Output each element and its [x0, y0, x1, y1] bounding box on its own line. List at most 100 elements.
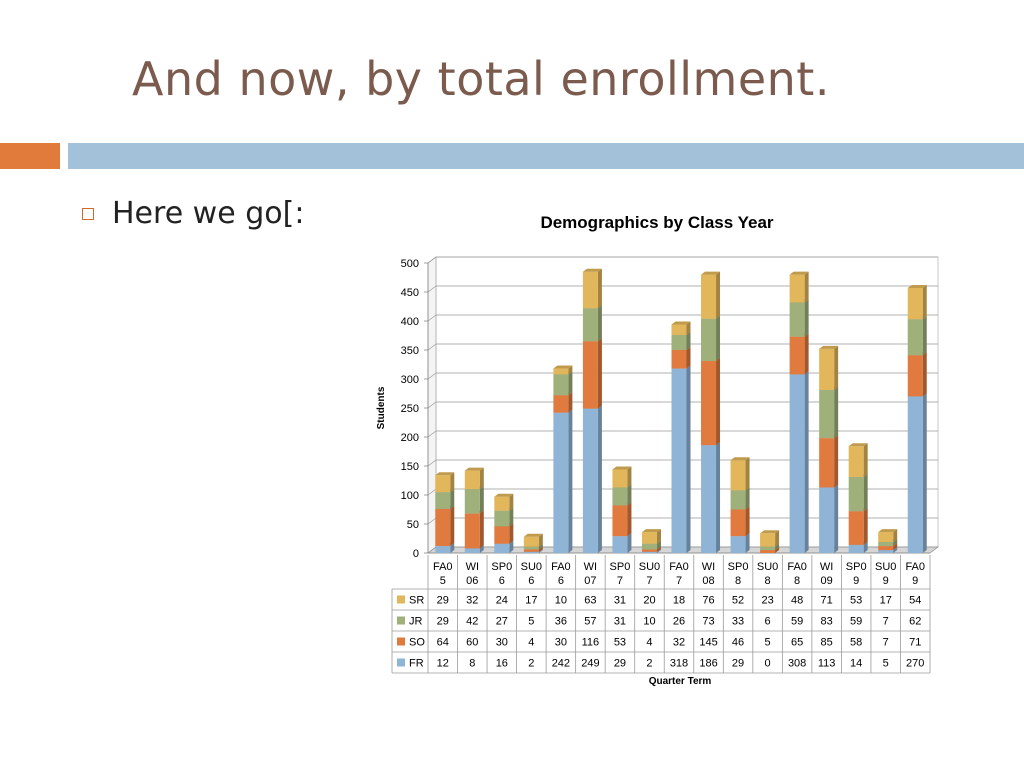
bar-segment-so	[494, 523, 514, 544]
bar-top	[701, 271, 721, 275]
bar-segment-sr	[819, 345, 839, 391]
data-label: 85	[821, 637, 833, 649]
bar-side	[745, 457, 750, 491]
bar-front	[907, 396, 923, 553]
bar-top	[494, 493, 514, 497]
bar-front	[671, 324, 687, 335]
bar-segment-sr	[730, 457, 750, 491]
bar-front	[641, 551, 657, 553]
data-label: 318	[670, 658, 688, 670]
x-tick-label: 09	[821, 575, 833, 587]
data-label: 18	[673, 595, 685, 607]
gridline-diagonal	[427, 459, 437, 467]
bar-side	[922, 316, 927, 356]
data-label: 30	[496, 637, 508, 649]
data-label: 54	[909, 595, 921, 607]
data-label: 10	[643, 616, 655, 628]
data-label: 5	[883, 658, 889, 670]
bar-front	[435, 475, 451, 493]
bar-segment-sr	[878, 529, 898, 542]
gridline-diagonal	[427, 430, 437, 438]
bar-side	[863, 541, 868, 553]
data-label: 29	[732, 658, 744, 670]
bar-side	[716, 442, 721, 553]
bar-side	[450, 505, 455, 547]
bar-segment-so	[701, 358, 721, 446]
bar-front	[848, 446, 864, 478]
bar-front	[494, 526, 510, 544]
bar-front	[701, 445, 717, 553]
data-label: 7	[883, 637, 889, 649]
bar-front	[671, 334, 687, 350]
data-label: 4	[646, 637, 652, 649]
bar-side	[893, 547, 898, 553]
data-label: 16	[496, 658, 508, 670]
data-label: 62	[909, 616, 921, 628]
bar-front	[582, 271, 598, 309]
bar-side	[893, 529, 898, 542]
bar-front	[464, 513, 480, 549]
bar-top	[848, 443, 868, 447]
bar-segment-jr	[907, 316, 927, 356]
bar-segment-sr	[494, 493, 514, 511]
bar-segment-fr	[730, 533, 750, 553]
x-tick-label: SU0	[757, 561, 778, 573]
y-tick-label: 0	[413, 548, 419, 560]
x-tick-label: FA0	[787, 561, 807, 573]
data-label: 59	[850, 616, 862, 628]
bar-front	[612, 469, 628, 488]
bar-segment-fr	[819, 484, 839, 553]
bar-front	[819, 390, 835, 439]
bar-side	[479, 486, 484, 514]
bar-front	[789, 336, 805, 375]
bar-side	[568, 371, 573, 396]
bullet-item: Here we go[:	[82, 196, 304, 231]
x-tick-label: WI	[466, 561, 479, 573]
bar-segment-sr	[582, 268, 602, 309]
bar-segment-jr	[464, 486, 484, 514]
bar-side	[863, 474, 868, 512]
bar-segment-sr	[701, 271, 721, 319]
bar-front	[464, 470, 480, 490]
bar-front	[789, 274, 805, 303]
bar-front	[641, 543, 657, 550]
data-label: 4	[528, 637, 534, 649]
data-label: 65	[791, 637, 803, 649]
bar-side	[597, 405, 602, 553]
bar-segment-jr	[553, 371, 573, 396]
bar-segment-so	[848, 508, 868, 545]
x-tick-label: WI	[820, 561, 833, 573]
x-tick-label: 8	[765, 575, 771, 587]
y-axis-label: Students	[376, 386, 387, 429]
x-tick-label: 7	[617, 575, 623, 587]
bar-segment-sr	[523, 533, 543, 547]
bar-front	[435, 508, 451, 547]
bar-front	[671, 368, 687, 553]
bar-side	[656, 540, 661, 550]
bar-front	[878, 541, 894, 547]
bar-segment-fr	[701, 442, 721, 553]
bar-front	[907, 355, 923, 397]
bar-front	[494, 496, 510, 511]
gridline-diagonal	[427, 314, 437, 322]
bar-side	[450, 489, 455, 509]
bar-side	[538, 548, 543, 553]
bar-side	[538, 543, 543, 550]
data-table: FA05WI06SP06SU06FA06WI07SP07SU07FA07WI08…	[391, 555, 931, 674]
bar-front	[730, 536, 746, 553]
data-label: 249	[581, 658, 599, 670]
bar-top	[819, 345, 839, 349]
bar-side	[479, 545, 484, 553]
gridline-diagonal	[427, 285, 437, 293]
bar-front	[612, 536, 628, 553]
x-tick-label: 9	[912, 575, 918, 587]
data-label: 6	[765, 616, 771, 628]
bar-front	[553, 412, 569, 553]
bar-front	[760, 533, 776, 547]
bar-front	[730, 460, 746, 491]
bar-segment-jr	[730, 487, 750, 510]
bar-side	[627, 502, 632, 537]
bar-top	[789, 271, 809, 275]
x-tick-label: FA0	[433, 561, 453, 573]
bar-side	[834, 387, 839, 439]
